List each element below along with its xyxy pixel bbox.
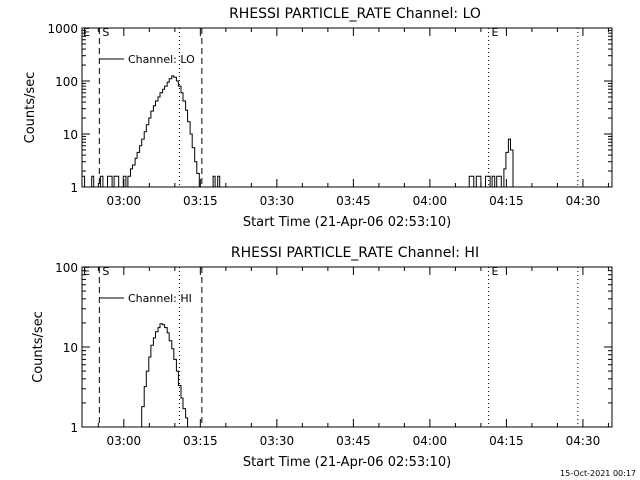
- x-tick-label: 04:15: [489, 194, 524, 208]
- x-tick-label: 03:00: [107, 434, 142, 448]
- y-axis-label: Counts/sec: [31, 311, 46, 383]
- plot-frame: [81, 266, 613, 428]
- series-line-0: [82, 75, 225, 188]
- x-axis-label: Start Time (21-Apr-06 02:53:10): [243, 215, 451, 230]
- x-tick-label: 03:45: [336, 434, 371, 448]
- x-tick-label: 03:45: [336, 194, 371, 208]
- legend-label: Channel: HI: [128, 292, 192, 305]
- y-tick-label: 100: [55, 75, 78, 89]
- x-tick-label: 04:15: [489, 434, 524, 448]
- marker-label: E: [83, 265, 90, 278]
- x-tick-label: 03:30: [260, 194, 295, 208]
- marker-label: S: [102, 26, 109, 39]
- plot-frame: [81, 27, 613, 188]
- x-axis-label: Start Time (21-Apr-06 02:53:10): [243, 455, 451, 470]
- marker-label: E: [492, 265, 499, 278]
- x-tick-label: 03:15: [183, 434, 218, 448]
- y-tick-label: 10: [63, 341, 78, 355]
- chart-title: RHESSI PARTICLE_RATE Channel: LO: [229, 6, 481, 22]
- y-tick-label: 1000: [47, 22, 78, 36]
- marker-label: E: [83, 26, 90, 39]
- x-tick-label: 04:30: [566, 434, 601, 448]
- y-tick-label: 100: [55, 261, 78, 275]
- x-tick-label: 04:30: [566, 194, 601, 208]
- x-tick-label: 03:30: [260, 434, 295, 448]
- legend-label: Channel: LO: [128, 53, 195, 66]
- series-line-1: [467, 138, 516, 188]
- chart-panel-lo: RHESSI PARTICLE_RATE Channel: LO 03:00 03:…: [23, 6, 613, 230]
- footer-timestamp: 15-Oct-2021 00:17: [560, 469, 636, 478]
- y-tick-label: 1: [70, 421, 78, 435]
- chart-panel-hi: RHESSI PARTICLE_RATE Channel: HI 03:00 03:…: [31, 245, 613, 470]
- marker-label: S: [102, 265, 109, 278]
- marker-label: E: [492, 26, 499, 39]
- chart-title: RHESSI PARTICLE_RATE Channel: HI: [231, 245, 479, 261]
- y-axis-label: Counts/sec: [23, 72, 38, 144]
- x-tick-label: 04:00: [413, 194, 448, 208]
- x-tick-label: 03:00: [107, 194, 142, 208]
- y-tick-label: 1: [70, 181, 78, 195]
- x-tick-label: 04:00: [413, 434, 448, 448]
- series-line-0: [139, 323, 190, 428]
- y-tick-label: 10: [63, 128, 78, 142]
- x-tick-label: 03:15: [183, 194, 218, 208]
